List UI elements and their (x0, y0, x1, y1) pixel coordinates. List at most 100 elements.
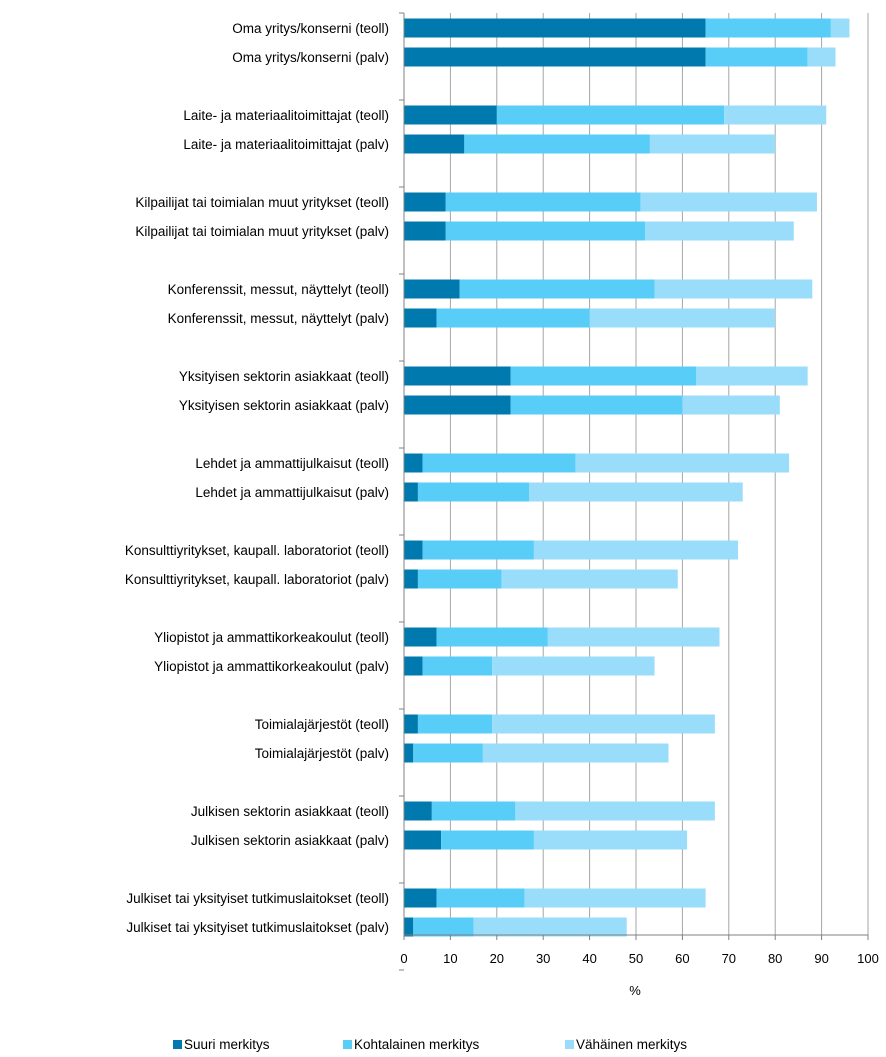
bar-segment (705, 47, 808, 67)
bar-segment (436, 627, 548, 647)
bar-segment (654, 279, 813, 299)
x-tick-label: 60 (675, 951, 689, 966)
category-label: Laite- ja materiaalitoimittajat (teoll) (183, 108, 389, 123)
bar-segment (404, 482, 418, 502)
x-tick-label: 50 (629, 951, 643, 966)
category-label: Kilpailijat tai toimialan muut yritykset… (135, 224, 389, 239)
bar-segment (473, 917, 627, 937)
category-label: Oma yritys/konserni (palv) (232, 50, 389, 65)
category-label: Kilpailijat tai toimialan muut yritykset… (135, 195, 389, 210)
axes (399, 12, 869, 971)
bar-segment (649, 134, 776, 154)
bar-segment (404, 279, 460, 299)
bar-segment (441, 830, 534, 850)
bar-segment (404, 627, 437, 647)
legend-label: Vähäinen merkitys (576, 1037, 687, 1052)
bar-segment (417, 482, 530, 502)
bar-segment (404, 366, 511, 386)
bar-segment (589, 308, 776, 328)
category-label: Konsulttiyritykset, kaupall. laboratorio… (125, 543, 389, 558)
legend-label: Kohtalainen merkitys (354, 1037, 480, 1052)
bar-segment (640, 192, 817, 212)
x-tick-label: 20 (490, 951, 504, 966)
bar-segment (404, 47, 706, 67)
x-tick-label: 10 (443, 951, 457, 966)
category-label: Julkisen sektorin asiakkaat (teoll) (191, 804, 389, 819)
x-axis-title: % (629, 983, 641, 998)
bar-segment (482, 743, 669, 763)
bar-segment (807, 47, 836, 67)
category-label: Yksityisen sektorin asiakkaat (teoll) (179, 369, 389, 384)
x-tick-label: 100 (857, 951, 879, 966)
legend-label: Suuri merkitys (184, 1037, 270, 1052)
bar-segment (404, 888, 437, 908)
bar-segment (404, 395, 511, 415)
bar-segment (510, 366, 697, 386)
category-label: Julkiset tai yksityiset tutkimuslaitokse… (126, 920, 389, 935)
bar-segment (492, 714, 715, 734)
legend-swatch (565, 1040, 574, 1049)
bar-segment (436, 888, 525, 908)
category-label: Lehdet ja ammattijulkaisut (palv) (195, 485, 389, 500)
bar-segment (404, 569, 418, 589)
bar-segment (404, 540, 423, 560)
category-label: Julkiset tai yksityiset tutkimuslaitokse… (126, 891, 389, 906)
bar-segment (464, 134, 650, 154)
bar-segment (404, 714, 418, 734)
bar-segment (417, 569, 502, 589)
bar-segment (547, 627, 720, 647)
bar-segment (404, 105, 497, 125)
bar-segment (696, 366, 808, 386)
category-label: Yksityisen sektorin asiakkaat (palv) (179, 398, 389, 413)
bar-segment (404, 801, 432, 821)
bar-segment (496, 105, 725, 125)
category-label: Toimialajärjestöt (teoll) (255, 717, 389, 732)
bar-segment (724, 105, 827, 125)
bar-segment (705, 18, 831, 38)
category-label: Konferenssit, messut, näyttelyt (teoll) (168, 282, 389, 297)
category-label: Toimialajärjestöt (palv) (255, 746, 389, 761)
bar-segment (830, 18, 850, 38)
x-tick-label: 90 (814, 951, 828, 966)
bar-segment (404, 308, 437, 328)
bar-segment (510, 395, 683, 415)
x-tick-label: 80 (768, 951, 782, 966)
bar-segment (413, 743, 483, 763)
bar-segment (436, 308, 590, 328)
bar-segment (422, 540, 534, 560)
x-tick-label: 70 (722, 951, 736, 966)
bar-segment (404, 656, 423, 676)
bar-segment (445, 192, 641, 212)
category-label: Yliopistot ja ammattikorkeakoulut (teoll… (154, 630, 389, 645)
bar-segment (404, 18, 706, 38)
x-tick-label: 40 (582, 951, 596, 966)
category-label: Laite- ja materiaalitoimittajat (palv) (183, 137, 389, 152)
category-label: Julkisen sektorin asiakkaat (palv) (191, 833, 389, 848)
category-label: Lehdet ja ammattijulkaisut (teoll) (195, 456, 389, 471)
bar-segment (459, 279, 655, 299)
bar-segment (417, 714, 493, 734)
bar-segment (422, 453, 576, 473)
category-label: Konferenssit, messut, näyttelyt (palv) (168, 311, 389, 326)
bars (404, 18, 850, 937)
bar-segment (575, 453, 790, 473)
category-label: Konsulttiyritykset, kaupall. laboratorio… (125, 572, 389, 587)
bar-segment (404, 743, 414, 763)
legend-swatch (173, 1040, 182, 1049)
bar-segment (422, 656, 493, 676)
bar-segment (533, 540, 739, 560)
gridlines (449, 13, 869, 935)
category-labels: Oma yritys/konserni (teoll) Oma yritys/ko… (125, 21, 389, 935)
x-tick-label: 0 (400, 951, 407, 966)
bar-segment (404, 830, 442, 850)
bar-segment (515, 801, 715, 821)
legend-swatch (343, 1040, 352, 1049)
x-tick-labels: 0 10 20 30 40 50 60 70 80 90 100 (400, 951, 878, 966)
bar-segment (533, 830, 688, 850)
bar-segment (404, 134, 465, 154)
bar-segment (404, 221, 446, 241)
bar-segment (529, 482, 743, 502)
bar-segment (645, 221, 794, 241)
category-label: Oma yritys/konserni (teoll) (232, 21, 389, 36)
